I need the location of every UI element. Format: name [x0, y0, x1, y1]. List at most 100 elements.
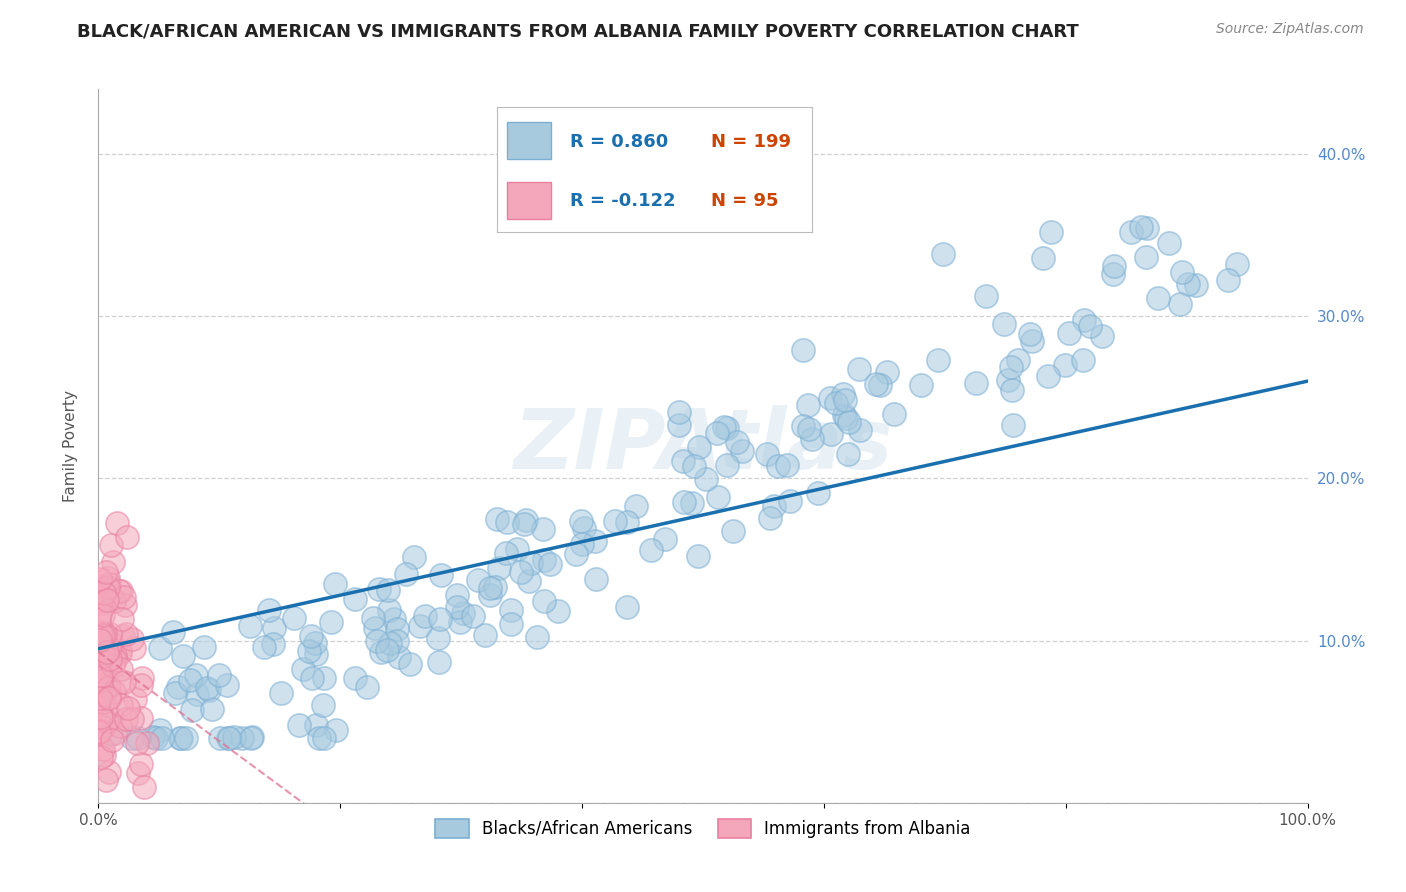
- Point: [252, 640, 274, 654]
- Point: [91, 579, 114, 593]
- Point: [98, 646, 121, 660]
- Point: [231, 731, 253, 745]
- Point: [832, 408, 855, 422]
- Point: [195, 681, 218, 695]
- Point: [134, 780, 156, 794]
- Point: [90, 724, 112, 739]
- Point: [89, 690, 111, 705]
- Point: [404, 550, 426, 565]
- Point: [668, 405, 690, 419]
- Point: [624, 499, 647, 513]
- Point: [883, 407, 905, 421]
- Point: [100, 636, 122, 650]
- Point: [117, 700, 139, 714]
- Point: [170, 731, 193, 745]
- Point: [1177, 277, 1199, 292]
- Point: [97, 580, 120, 594]
- Point: [103, 659, 125, 673]
- Point: [776, 458, 799, 472]
- Point: [114, 598, 136, 612]
- Point: [89, 686, 111, 700]
- Point: [97, 765, 120, 780]
- Point: [87, 724, 110, 739]
- Point: [89, 572, 111, 586]
- Point: [131, 672, 153, 686]
- Point: [547, 604, 569, 618]
- Point: [91, 628, 114, 642]
- Point: [325, 723, 347, 737]
- Point: [807, 486, 830, 500]
- Point: [848, 423, 870, 437]
- Point: [640, 543, 662, 558]
- Point: [222, 730, 245, 744]
- Point: [818, 391, 841, 405]
- Point: [167, 681, 190, 695]
- Point: [218, 731, 240, 745]
- Point: [124, 692, 146, 706]
- Point: [108, 644, 131, 658]
- Point: [129, 711, 152, 725]
- Point: [463, 609, 485, 624]
- Point: [100, 640, 122, 655]
- Point: [103, 726, 125, 740]
- Point: [681, 496, 703, 510]
- Point: [239, 731, 262, 745]
- Point: [385, 622, 408, 636]
- Point: [1130, 220, 1153, 235]
- Point: [98, 627, 121, 641]
- Point: [186, 668, 208, 682]
- Point: [90, 706, 112, 721]
- Point: [96, 714, 118, 729]
- Point: [820, 426, 842, 441]
- Point: [150, 731, 173, 745]
- Point: [127, 766, 149, 780]
- Point: [368, 582, 391, 596]
- Point: [388, 649, 411, 664]
- Point: [314, 671, 336, 685]
- Point: [90, 749, 112, 764]
- Point: [149, 640, 172, 655]
- Point: [110, 647, 132, 661]
- Point: [495, 515, 517, 529]
- Point: [319, 615, 342, 629]
- Point: [93, 695, 115, 709]
- Point: [616, 600, 638, 615]
- Point: [110, 698, 132, 713]
- Point: [509, 565, 531, 579]
- Point: [127, 736, 149, 750]
- Point: [108, 584, 131, 599]
- Point: [181, 703, 204, 717]
- Point: [533, 594, 555, 608]
- Point: [517, 574, 540, 588]
- Point: [395, 566, 418, 581]
- Point: [98, 691, 121, 706]
- Point: [239, 619, 262, 633]
- Point: [377, 582, 399, 597]
- Point: [865, 377, 887, 392]
- Point: [115, 712, 138, 726]
- Point: [361, 611, 384, 625]
- Point: [688, 549, 710, 563]
- Point: [993, 317, 1015, 331]
- Point: [305, 718, 328, 732]
- Point: [721, 524, 744, 538]
- Point: [110, 584, 132, 599]
- Point: [186, 687, 208, 701]
- Point: [366, 634, 388, 648]
- Point: [112, 590, 135, 604]
- Point: [100, 727, 122, 741]
- Point: [98, 690, 121, 705]
- Legend: Blacks/African Americans, Immigrants from Albania: Blacks/African Americans, Immigrants fro…: [429, 812, 977, 845]
- Point: [124, 641, 146, 656]
- Point: [565, 547, 588, 561]
- Point: [298, 644, 321, 658]
- Point: [217, 678, 239, 692]
- Point: [1007, 352, 1029, 367]
- Point: [1032, 251, 1054, 265]
- Point: [263, 637, 285, 651]
- Point: [344, 671, 367, 685]
- Point: [706, 426, 728, 441]
- Point: [308, 731, 330, 745]
- Point: [479, 581, 502, 595]
- Point: [569, 514, 592, 528]
